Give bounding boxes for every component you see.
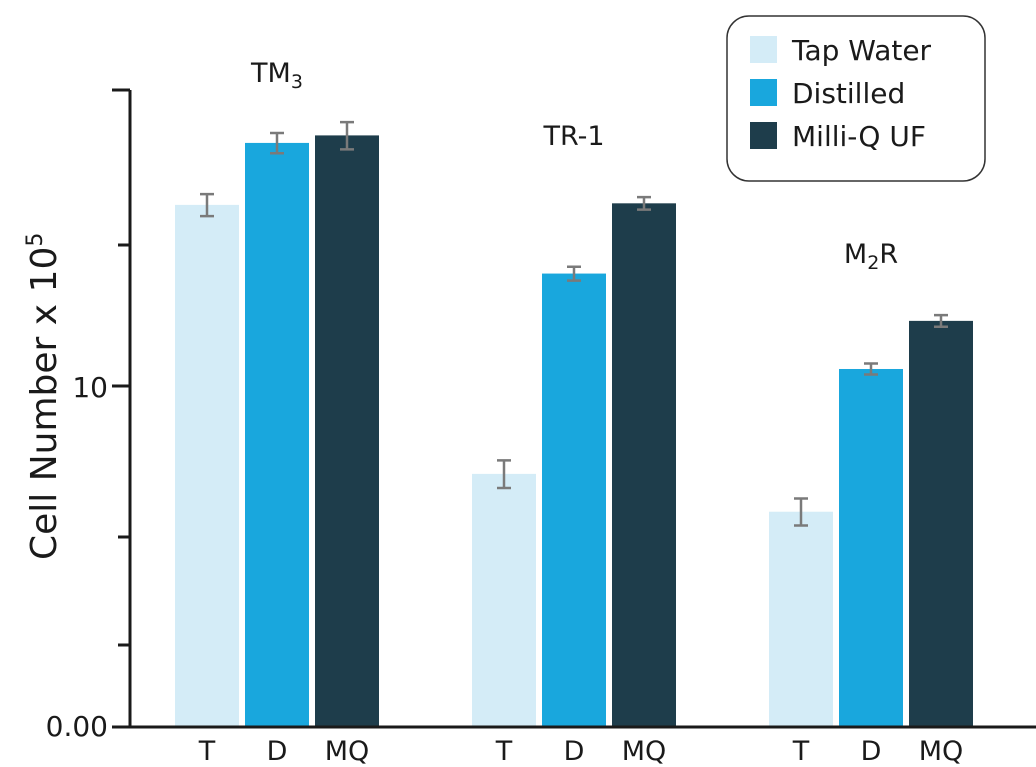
legend-items: Tap Water Distilled Milli-Q UF	[750, 34, 932, 153]
group-label-text: M	[844, 239, 867, 270]
group-label-text: TR-1	[542, 121, 604, 152]
x-category-label: MQ	[919, 736, 964, 767]
bar-d-group2	[542, 273, 606, 727]
group-labels: TM3 TR-1 M2R	[250, 58, 898, 274]
error-bar	[567, 265, 581, 282]
error-bar	[794, 497, 808, 527]
bar-mq-group3	[909, 320, 973, 727]
x-category-label: D	[267, 736, 288, 767]
error-bar	[637, 195, 651, 211]
error-bar	[200, 192, 214, 218]
error-bar	[340, 120, 354, 151]
error-bar	[864, 362, 878, 376]
group-label-subscript: 3	[291, 71, 303, 93]
error-bars	[200, 120, 948, 527]
legend-swatch	[750, 122, 777, 149]
group-label-text: TM	[250, 58, 291, 89]
legend-label: Distilled	[792, 77, 905, 110]
legend: Tap Water Distilled Milli-Q UF	[726, 15, 986, 182]
y-tick-label-zero: 0.00	[46, 710, 108, 743]
group-label: TM3	[250, 58, 303, 93]
group-label: TR-1	[542, 121, 604, 152]
y-axis-ticks	[112, 88, 130, 729]
bars	[175, 135, 973, 728]
legend-label: Tap Water	[791, 34, 932, 67]
x-category-label: T	[198, 736, 216, 767]
legend-label: Milli-Q UF	[792, 120, 926, 153]
group-label: M2R	[844, 239, 898, 274]
legend-swatch	[750, 36, 777, 63]
bar-t-group3	[769, 511, 833, 727]
y-axis-label: Cell Number x 105	[23, 233, 65, 560]
legend-box	[726, 15, 986, 182]
category-labels: T D MQ T D MQ T D MQ	[198, 736, 964, 767]
x-category-label: T	[792, 736, 810, 767]
bar-t-group1	[175, 204, 239, 727]
error-bar	[934, 313, 948, 329]
legend-swatch	[750, 79, 777, 106]
x-category-label: MQ	[622, 736, 667, 767]
bar-t-group2	[472, 473, 536, 727]
error-bar	[497, 459, 511, 490]
group-label-suffix: R	[879, 239, 898, 270]
x-category-label: D	[564, 736, 585, 767]
error-bar	[270, 131, 284, 155]
bar-mq-group1	[315, 135, 379, 727]
y-tick-label-ten: 10	[72, 371, 108, 404]
x-category-label: T	[495, 736, 513, 767]
y-axis-label-exponent: 5	[23, 233, 48, 247]
bar-d-group1	[245, 142, 309, 728]
y-axis-label-text: Cell Number x 10	[24, 247, 65, 560]
x-category-label: D	[861, 736, 882, 767]
bar-mq-group2	[612, 203, 676, 727]
x-category-label: MQ	[325, 736, 370, 767]
group-label-subscript: 2	[867, 252, 879, 274]
bar-d-group3	[839, 368, 903, 727]
